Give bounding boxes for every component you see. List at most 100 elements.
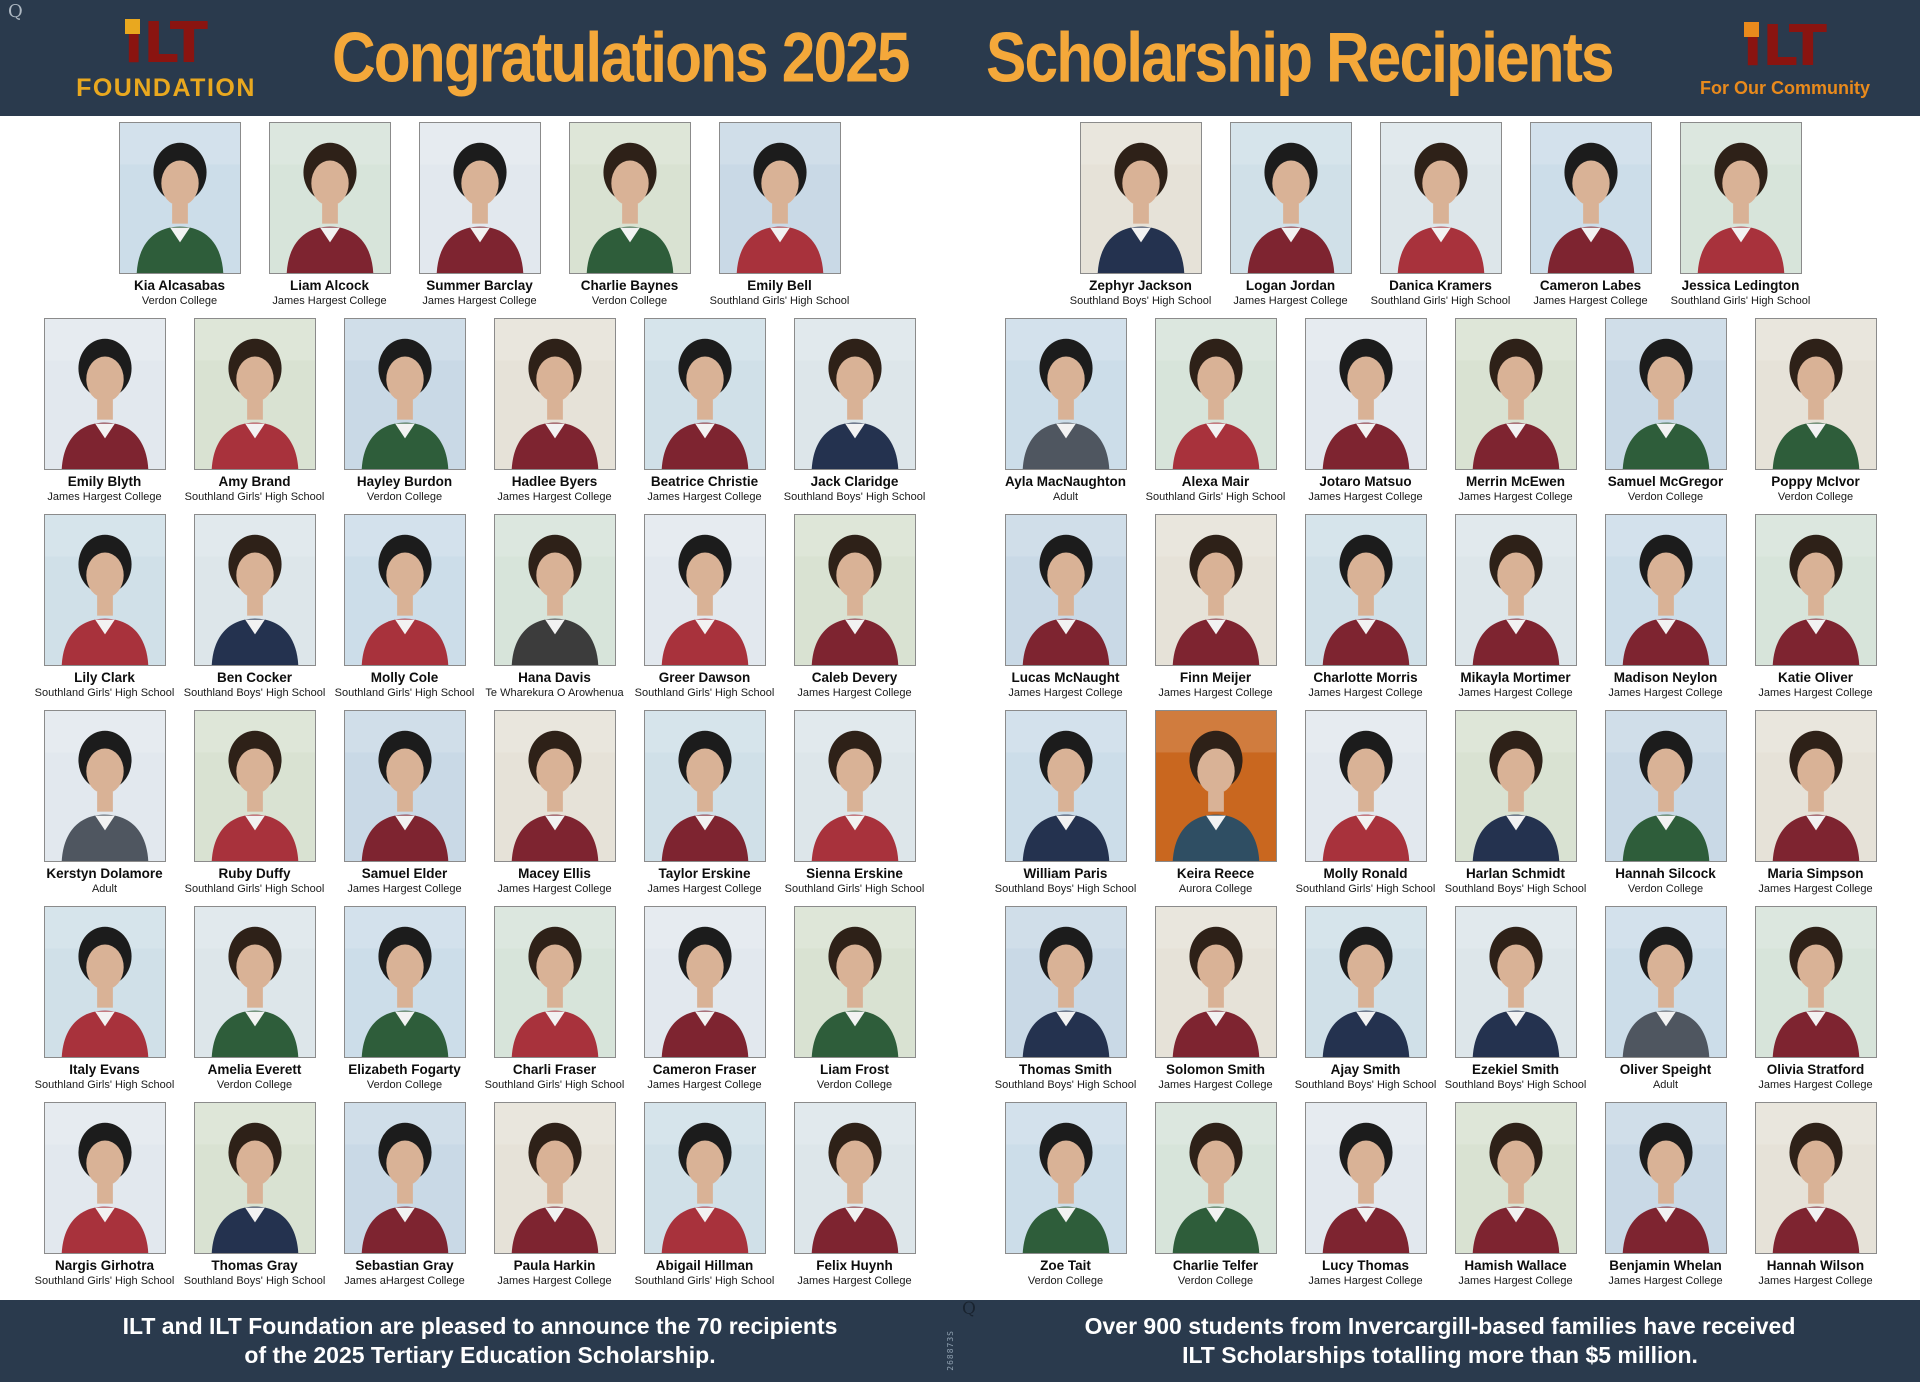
student-card: Alexa Mair Southland Girls' High School: [1141, 318, 1291, 514]
student-name: Emily Blyth: [67, 474, 142, 489]
student-card: Harlan Schmidt Southland Boys' High Scho…: [1441, 710, 1591, 906]
student-name: Hannah Silcock: [1615, 866, 1716, 881]
student-card: Kia Alcasabas Verdon College: [105, 122, 255, 318]
student-photo: [343, 710, 466, 862]
student-school: Southland Boys' High School: [783, 490, 926, 503]
student-photo: [1454, 1102, 1577, 1254]
student-card: Liam Frost Verdon College: [780, 906, 930, 1102]
portrait-placeholder: [1305, 1103, 1426, 1253]
footer-right-message: Over 900 students from Invercargill-base…: [1084, 1313, 1796, 1368]
portrait-placeholder: [794, 1103, 915, 1253]
student-name: Felix Huynh: [816, 1258, 893, 1273]
student-photo: [1304, 906, 1427, 1058]
student-photo: [43, 1102, 166, 1254]
portrait-placeholder: [1605, 907, 1726, 1057]
student-photo: [793, 318, 916, 470]
portrait-placeholder: [1605, 515, 1726, 665]
student-card: Katie Oliver James Hargest College: [1741, 514, 1891, 710]
student-card: Thomas Gray Southland Boys' High School: [180, 1102, 330, 1298]
student-card: Felix Huynh James Hargest College: [780, 1102, 930, 1298]
student-name: Mikayla Mortimer: [1460, 670, 1571, 685]
student-name: Ayla MacNaughton: [1004, 474, 1126, 489]
student-school: Southland Girls' High School: [34, 686, 175, 699]
student-card: Mikayla Mortimer James Hargest College: [1441, 514, 1591, 710]
student-school: James Hargest College: [647, 882, 762, 895]
portrait-placeholder: [1305, 515, 1426, 665]
student-school: Verdon College: [1777, 490, 1854, 503]
student-photo: [193, 1102, 316, 1254]
student-school: Verdon College: [1177, 1274, 1254, 1287]
student-photo: [1379, 122, 1502, 274]
student-school: James Hargest College: [1008, 686, 1123, 699]
student-card: Emily Bell Southland Girls' High School: [705, 122, 855, 318]
student-card: Jotaro Matsuo James Hargest College: [1291, 318, 1441, 514]
student-photo: [43, 514, 166, 666]
student-photo: [1604, 906, 1727, 1058]
portrait-placeholder: [494, 711, 615, 861]
portrait-placeholder: [44, 1103, 165, 1253]
student-card: Hamish Wallace James Hargest College: [1441, 1102, 1591, 1298]
student-school: James Hargest College: [422, 294, 537, 307]
student-card: Taylor Erskine James Hargest College: [630, 710, 780, 906]
student-photo: [793, 710, 916, 862]
portrait-placeholder: [344, 319, 465, 469]
portrait-placeholder: [1605, 319, 1726, 469]
student-card: Beatrice Christie James Hargest College: [630, 318, 780, 514]
student-photo: [1754, 514, 1877, 666]
student-photo: [793, 1102, 916, 1254]
student-name: Thomas Smith: [1018, 1062, 1112, 1077]
portrait-placeholder: [494, 319, 615, 469]
student-card: Charli Fraser Southland Girls' High Scho…: [480, 906, 630, 1102]
student-card: William Paris Southland Boys' High Schoo…: [991, 710, 1141, 906]
portrait-placeholder: [1530, 123, 1651, 273]
student-school: Southland Girls' High School: [1370, 294, 1511, 307]
student-school: James Hargest College: [1758, 1274, 1873, 1287]
student-name: Ezekiel Smith: [1471, 1062, 1560, 1077]
portrait-placeholder: [1605, 1103, 1726, 1253]
student-school: Adult: [1052, 490, 1079, 503]
student-school: Southland Boys' High School: [994, 882, 1137, 895]
student-name: Hamish Wallace: [1464, 1258, 1567, 1273]
student-school: Southland Girls' High School: [784, 882, 925, 895]
student-school: James Hargest College: [47, 490, 162, 503]
student-photo: [1154, 1102, 1277, 1254]
portrait-placeholder: [344, 515, 465, 665]
student-school: Te Wharekura O Arowhenua: [485, 686, 624, 699]
student-card: Caleb Devery James Hargest College: [780, 514, 930, 710]
student-card: Hadlee Byers James Hargest College: [480, 318, 630, 514]
student-photo: [643, 318, 766, 470]
student-name: Kia Alcasabas: [133, 278, 226, 293]
portrait-placeholder: [44, 319, 165, 469]
student-photo: [493, 514, 616, 666]
portrait-placeholder: [1380, 123, 1501, 273]
student-school: Verdon College: [366, 490, 443, 503]
student-name: Lucy Thomas: [1321, 1258, 1410, 1273]
footer-left-message: ILT and ILT Foundation are pleased to an…: [122, 1313, 838, 1368]
grid-half-right: Thomas Smith Southland Boys' High School…: [973, 906, 1908, 1102]
student-school: Verdon College: [1627, 882, 1704, 895]
portrait-placeholder: [1305, 319, 1426, 469]
grid-half-right: Zoe Tait Verdon College Charlie Telfer V…: [973, 1102, 1908, 1298]
student-school: James Hargest College: [1758, 686, 1873, 699]
student-photo: [793, 906, 916, 1058]
student-school: James Hargest College: [497, 1274, 612, 1287]
portrait-placeholder: [569, 123, 690, 273]
student-name: Amy Brand: [218, 474, 291, 489]
student-name: Ajay Smith: [1330, 1062, 1401, 1077]
student-photo: [43, 710, 166, 862]
student-name: Samuel McGregor: [1607, 474, 1724, 489]
student-name: Cameron Fraser: [652, 1062, 757, 1077]
student-photo: [193, 906, 316, 1058]
student-card: Hannah Silcock Verdon College: [1591, 710, 1741, 906]
portrait-placeholder: [44, 711, 165, 861]
student-card: Ezekiel Smith Southland Boys' High Schoo…: [1441, 906, 1591, 1102]
portrait-placeholder: [1755, 711, 1876, 861]
student-photo: [1754, 710, 1877, 862]
student-school: Southland Girls' High School: [709, 294, 850, 307]
portrait-placeholder: [794, 907, 915, 1057]
student-name: William Paris: [1023, 866, 1108, 881]
grid-row: Kia Alcasabas Verdon College Liam Alcock…: [0, 122, 1920, 318]
portrait-placeholder: [419, 123, 540, 273]
student-card: Summer Barclay James Hargest College: [405, 122, 555, 318]
student-photo: [1754, 906, 1877, 1058]
